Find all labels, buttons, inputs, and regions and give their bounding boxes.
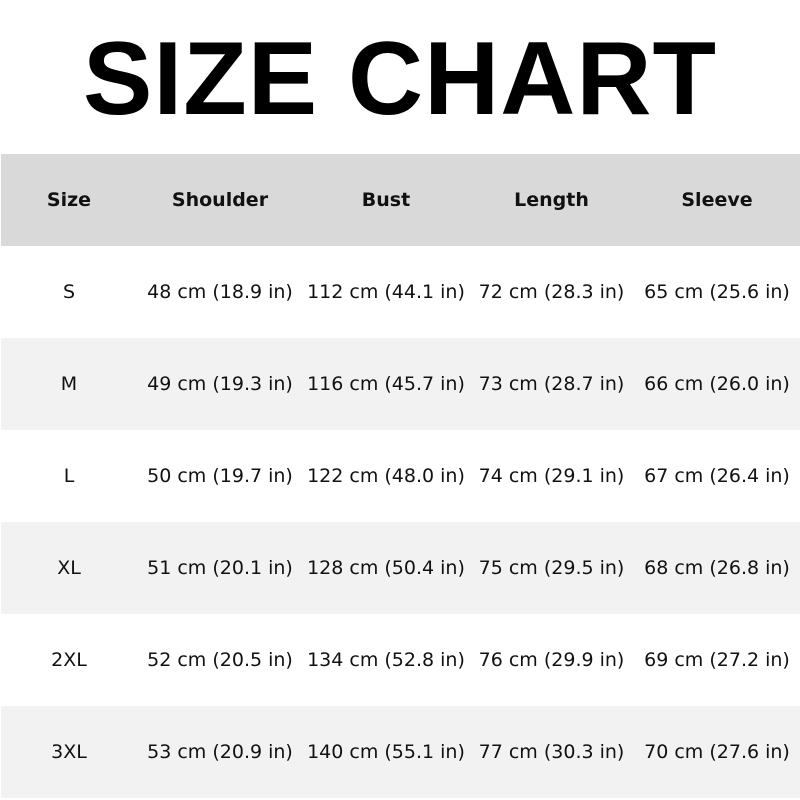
cell-sleeve: 70 cm (27.6 in)	[644, 741, 790, 763]
cell-shoulder: 48 cm (18.9 in)	[147, 281, 293, 303]
cell-bust: 122 cm (48.0 in)	[307, 465, 465, 487]
table-row: L 50 cm (19.7 in) 122 cm (48.0 in) 74 cm (2…	[1, 430, 800, 522]
table-row: S 48 cm (18.9 in) 112 cm (44.1 in) 72 cm (2…	[1, 246, 800, 338]
cell-length: 76 cm (29.9 in)	[478, 649, 625, 671]
cell-shoulder: 52 cm (20.5 in)	[147, 649, 293, 671]
cell-sleeve: 67 cm (26.4 in)	[644, 465, 790, 487]
cell-bust: 112 cm (44.1 in)	[307, 281, 465, 303]
cell-sleeve: 66 cm (26.0 in)	[644, 373, 790, 395]
table-row: M 49 cm (19.3 in) 116 cm (45.7 in) 73 cm (2…	[1, 338, 800, 430]
cell-shoulder: 50 cm (19.7 in)	[147, 465, 293, 487]
cell-length: 75 cm (29.5 in)	[478, 557, 625, 579]
page-title: SIZE CHART	[83, 21, 717, 137]
cell-size: 3XL	[51, 741, 87, 763]
cell-shoulder: 53 cm (20.9 in)	[147, 741, 293, 763]
cell-sleeve: 69 cm (27.2 in)	[644, 649, 790, 671]
cell-shoulder: 49 cm (19.3 in)	[147, 373, 293, 395]
cell-size: S	[62, 281, 76, 303]
cell-size: M	[60, 373, 78, 395]
cell-bust: 134 cm (52.8 in)	[307, 649, 465, 671]
table-header-row: Size Shoulder Bust Length Sleeve	[1, 154, 800, 246]
column-header-bust: Bust	[361, 189, 411, 211]
size-table: Size Shoulder Bust Length Sleeve S 48 cm (18.…	[1, 154, 800, 798]
cell-length: 77 cm (30.3 in)	[478, 741, 625, 763]
cell-sleeve: 68 cm (26.8 in)	[644, 557, 790, 579]
table-row: 3XL 53 cm (20.9 in) 140 cm (55.1 in) 77 cm …	[1, 706, 800, 798]
cell-size: XL	[57, 557, 81, 579]
column-header-shoulder: Shoulder	[171, 189, 269, 211]
column-header-length: Length	[514, 189, 589, 211]
cell-size: L	[63, 465, 75, 487]
column-header-size: Size	[46, 189, 92, 211]
cell-bust: 116 cm (45.7 in)	[307, 373, 465, 395]
cell-sleeve: 65 cm (25.6 in)	[644, 281, 790, 303]
table-row: 2XL 52 cm (20.5 in) 134 cm (52.8 in) 76 cm …	[1, 614, 800, 706]
table-row: XL 51 cm (20.1 in) 128 cm (50.4 in) 75 cm (…	[1, 522, 800, 614]
cell-length: 74 cm (29.1 in)	[478, 465, 625, 487]
cell-bust: 140 cm (55.1 in)	[307, 741, 465, 763]
cell-length: 73 cm (28.7 in)	[478, 373, 625, 395]
cell-bust: 128 cm (50.4 in)	[307, 557, 465, 579]
cell-shoulder: 51 cm (20.1 in)	[147, 557, 293, 579]
cell-length: 72 cm (28.3 in)	[478, 281, 625, 303]
column-header-sleeve: Sleeve	[681, 189, 753, 211]
cell-size: 2XL	[51, 649, 87, 671]
